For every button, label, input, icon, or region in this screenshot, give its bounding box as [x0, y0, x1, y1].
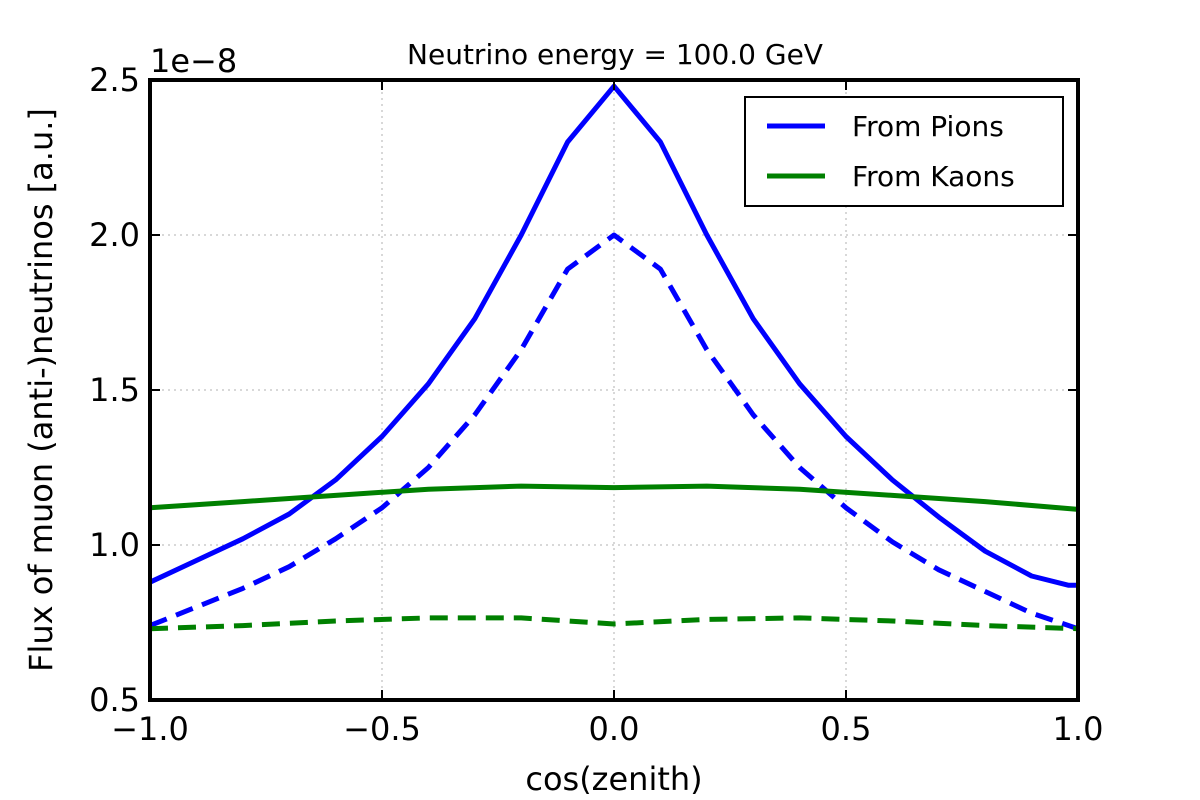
legend-label: From Pions — [852, 110, 1004, 143]
x-tick-label: 1.0 — [1053, 710, 1104, 748]
legend: From Pions From Kaons — [744, 96, 1064, 207]
x-tick-label: 0.0 — [589, 710, 640, 748]
y-tick-label: 1.0 — [89, 526, 140, 564]
x-tick-label: −1.0 — [111, 710, 189, 748]
y-tick-label: 2.0 — [89, 216, 140, 254]
legend-label: From Kaons — [852, 160, 1015, 193]
chart-title: Neutrino energy = 100.0 GeV — [407, 38, 823, 71]
y-tick-label: 2.5 — [89, 61, 140, 99]
series-line-1 — [149, 232, 1079, 632]
y-tick-label: 1.5 — [89, 371, 140, 409]
y-offset-label: 1e−8 — [150, 42, 237, 80]
y-axis-label: Flux of muon (anti-)neutrinos [a.u.] — [22, 108, 60, 672]
x-tick-label: −0.5 — [343, 710, 421, 748]
x-tick-label: 0.5 — [821, 710, 872, 748]
legend-box — [744, 96, 1064, 207]
series-line-3 — [149, 615, 1079, 632]
axis-ticks: −1.0 −0.5 0.0 0.5 1.0 0.5 1.0 1.5 2.0 2.5 — [89, 61, 1103, 748]
series-line-2 — [149, 483, 1079, 512]
x-axis-label: cos(zenith) — [525, 760, 702, 798]
y-tick-label: 0.5 — [89, 681, 140, 719]
series-lines — [148, 83, 1079, 632]
